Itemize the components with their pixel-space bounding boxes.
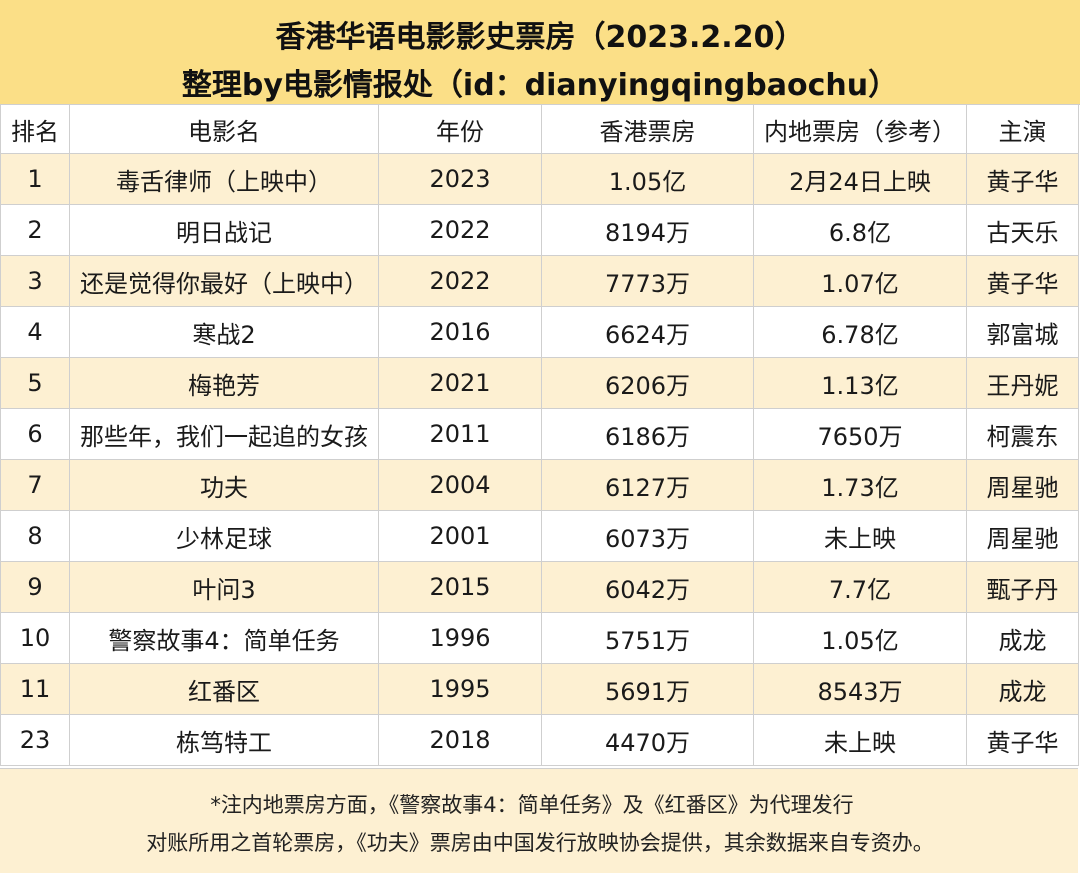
cell-year: 2004	[378, 459, 542, 511]
cell-hk-box-office: 6624万	[541, 306, 754, 358]
table-row: 2 明日战记 2022 8194万 6.8亿 古天乐	[0, 204, 1079, 256]
cell-film: 寒战2	[69, 306, 379, 358]
cell-rank: 11	[0, 663, 70, 715]
table-row: 10 警察故事4：简单任务 1996 5751万 1.05亿 成龙	[0, 612, 1079, 664]
footnote-line-1: *注内地票房方面，《警察故事4：简单任务》及《红番区》为代理发行	[210, 793, 854, 817]
cell-film: 栋笃特工	[69, 714, 379, 766]
cell-rank: 23	[0, 714, 70, 766]
table-row: 8 少林足球 2001 6073万 未上映 周星驰	[0, 510, 1079, 562]
cell-mainland-box-office: 6.78亿	[753, 306, 967, 358]
cell-year: 2011	[378, 408, 542, 460]
cell-hk-box-office: 6073万	[541, 510, 754, 562]
cell-year: 2001	[378, 510, 542, 562]
cell-hk-box-office: 6127万	[541, 459, 754, 511]
cell-year: 2022	[378, 255, 542, 307]
cell-mainland-box-office: 7650万	[753, 408, 967, 460]
cell-hk-box-office: 7773万	[541, 255, 754, 307]
footnote-line-2: 对账所用之首轮票房，《功夫》票房由中国发行放映协会提供，其余数据来自专资办。	[146, 831, 934, 855]
cell-lead-actor: 柯震东	[966, 408, 1079, 460]
cell-film: 梅艳芳	[69, 357, 379, 409]
cell-mainland-box-office: 1.07亿	[753, 255, 967, 307]
cell-mainland-box-office: 7.7亿	[753, 561, 967, 613]
cell-hk-box-office: 4470万	[541, 714, 754, 766]
cell-rank: 6	[0, 408, 70, 460]
page-title: 香港华语电影影史票房（2023.2.20）	[275, 20, 805, 55]
cell-year: 2016	[378, 306, 542, 358]
table-row: 6 那些年，我们一起追的女孩 2011 6186万 7650万 柯震东	[0, 408, 1079, 460]
cell-hk-box-office: 1.05亿	[541, 153, 754, 205]
cell-rank: 2	[0, 204, 70, 256]
cell-hk-box-office: 6206万	[541, 357, 754, 409]
cell-rank: 8	[0, 510, 70, 562]
cell-mainland-box-office: 未上映	[753, 510, 967, 562]
page-subtitle: 整理by电影情报处（id：dianyingqingbaochu）	[181, 68, 899, 103]
header-mainland-box-office: 内地票房（参考）	[753, 104, 967, 154]
cell-rank: 9	[0, 561, 70, 613]
cell-lead-actor: 甄子丹	[966, 561, 1079, 613]
cell-film: 叶问3	[69, 561, 379, 613]
cell-film: 少林足球	[69, 510, 379, 562]
table-row: 9 叶问3 2015 6042万 7.7亿 甄子丹	[0, 561, 1079, 613]
cell-lead-actor: 王丹妮	[966, 357, 1079, 409]
header-hk-box-office: 香港票房	[541, 104, 754, 154]
header-lead-actor: 主演	[966, 104, 1079, 154]
cell-lead-actor: 周星驰	[966, 510, 1079, 562]
cell-lead-actor: 成龙	[966, 612, 1079, 664]
cell-rank: 10	[0, 612, 70, 664]
cell-year: 1996	[378, 612, 542, 664]
cell-mainland-box-office: 1.13亿	[753, 357, 967, 409]
table-row: 7 功夫 2004 6127万 1.73亿 周星驰	[0, 459, 1079, 511]
cell-hk-box-office: 6186万	[541, 408, 754, 460]
cell-hk-box-office: 5751万	[541, 612, 754, 664]
cell-hk-box-office: 5691万	[541, 663, 754, 715]
cell-rank: 1	[0, 153, 70, 205]
footnote: *注内地票房方面，《警察故事4：简单任务》及《红番区》为代理发行 对账所用之首轮…	[0, 768, 1078, 873]
table-row: 4 寒战2 2016 6624万 6.78亿 郭富城	[0, 306, 1079, 358]
cell-mainland-box-office: 1.05亿	[753, 612, 967, 664]
cell-year: 2022	[378, 204, 542, 256]
cell-film: 功夫	[69, 459, 379, 511]
header-rank: 排名	[0, 104, 70, 154]
cell-rank: 5	[0, 357, 70, 409]
cell-rank: 7	[0, 459, 70, 511]
cell-mainland-box-office: 6.8亿	[753, 204, 967, 256]
cell-hk-box-office: 8194万	[541, 204, 754, 256]
cell-mainland-box-office: 2月24日上映	[753, 153, 967, 205]
title-banner: 香港华语电影影史票房（2023.2.20） 整理by电影情报处（id：diany…	[0, 0, 1080, 105]
cell-mainland-box-office: 1.73亿	[753, 459, 967, 511]
cell-film: 毒舌律师（上映中）	[69, 153, 379, 205]
cell-hk-box-office: 6042万	[541, 561, 754, 613]
cell-lead-actor: 黄子华	[966, 255, 1079, 307]
cell-lead-actor: 古天乐	[966, 204, 1079, 256]
cell-year: 2018	[378, 714, 542, 766]
cell-film: 红番区	[69, 663, 379, 715]
cell-year: 2015	[378, 561, 542, 613]
table-row: 1 毒舌律师（上映中） 2023 1.05亿 2月24日上映 黄子华	[0, 153, 1079, 205]
cell-year: 1995	[378, 663, 542, 715]
box-office-table: 排名 电影名 年份 香港票房 内地票房（参考） 主演 1 毒舌律师（上映中） 2…	[0, 104, 1079, 766]
cell-mainland-box-office: 8543万	[753, 663, 967, 715]
table-row: 3 还是觉得你最好（上映中） 2022 7773万 1.07亿 黄子华	[0, 255, 1079, 307]
table-row: 11 红番区 1995 5691万 8543万 成龙	[0, 663, 1079, 715]
cell-lead-actor: 周星驰	[966, 459, 1079, 511]
cell-lead-actor: 成龙	[966, 663, 1079, 715]
cell-film: 那些年，我们一起追的女孩	[69, 408, 379, 460]
header-year: 年份	[378, 104, 542, 154]
cell-film: 还是觉得你最好（上映中）	[69, 255, 379, 307]
table-header-row: 排名 电影名 年份 香港票房 内地票房（参考） 主演	[0, 104, 1079, 154]
cell-rank: 4	[0, 306, 70, 358]
cell-year: 2021	[378, 357, 542, 409]
table-row: 23 栋笃特工 2018 4470万 未上映 黄子华	[0, 714, 1079, 766]
table-row: 5 梅艳芳 2021 6206万 1.13亿 王丹妮	[0, 357, 1079, 409]
header-film: 电影名	[69, 104, 379, 154]
cell-year: 2023	[378, 153, 542, 205]
cell-film: 警察故事4：简单任务	[69, 612, 379, 664]
cell-rank: 3	[0, 255, 70, 307]
cell-lead-actor: 黄子华	[966, 714, 1079, 766]
cell-mainland-box-office: 未上映	[753, 714, 967, 766]
cell-film: 明日战记	[69, 204, 379, 256]
cell-lead-actor: 黄子华	[966, 153, 1079, 205]
cell-lead-actor: 郭富城	[966, 306, 1079, 358]
